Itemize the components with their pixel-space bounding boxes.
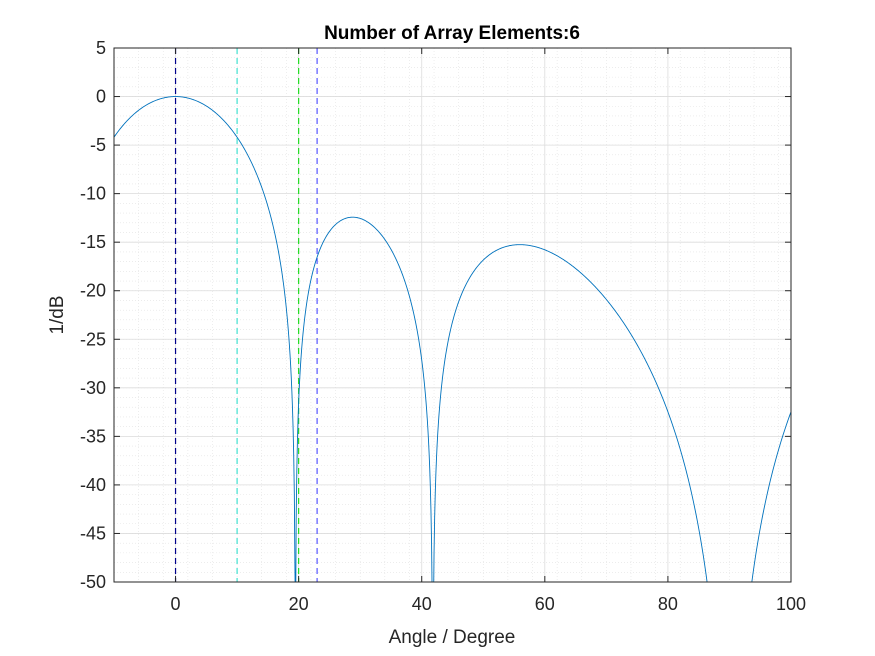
x-tick-label: 100 (776, 594, 806, 614)
plot-area (114, 48, 791, 582)
plot-frame (113, 47, 792, 583)
y-tick-label: -15 (80, 232, 106, 252)
y-axis-ticks: 5 0 -5 -10 -15 -20 -25 -30 -35 -40 -45 -50 (80, 38, 791, 592)
x-tick-label: 20 (289, 594, 309, 614)
x-axis-ticks: 0 20 40 60 80 100 (171, 48, 806, 614)
y-tick-label: -30 (80, 378, 106, 398)
x-tick-label: 60 (535, 594, 555, 614)
series-line (114, 96, 791, 582)
y-tick-label: -5 (90, 135, 106, 155)
y-axis-label: 1/dB (47, 295, 68, 334)
grid (113, 47, 792, 583)
y-tick-label: -45 (80, 523, 106, 543)
y-tick-label: -20 (80, 281, 106, 301)
y-tick-label: -50 (80, 572, 106, 592)
y-tick-label: -25 (80, 329, 106, 349)
x-tick-label: 0 (171, 594, 181, 614)
y-tick-label: -35 (80, 426, 106, 446)
y-tick-label: -10 (80, 184, 106, 204)
reference-lines (174, 48, 318, 582)
y-tick-label: -40 (80, 475, 106, 495)
x-axis-label: Angle / Degree (389, 627, 516, 648)
y-tick-label: 0 (96, 87, 106, 107)
chart-title: Number of Array Elements:6 (324, 23, 580, 44)
y-tick-label: 5 (96, 38, 106, 58)
x-tick-label: 40 (412, 594, 432, 614)
x-tick-label: 80 (658, 594, 678, 614)
